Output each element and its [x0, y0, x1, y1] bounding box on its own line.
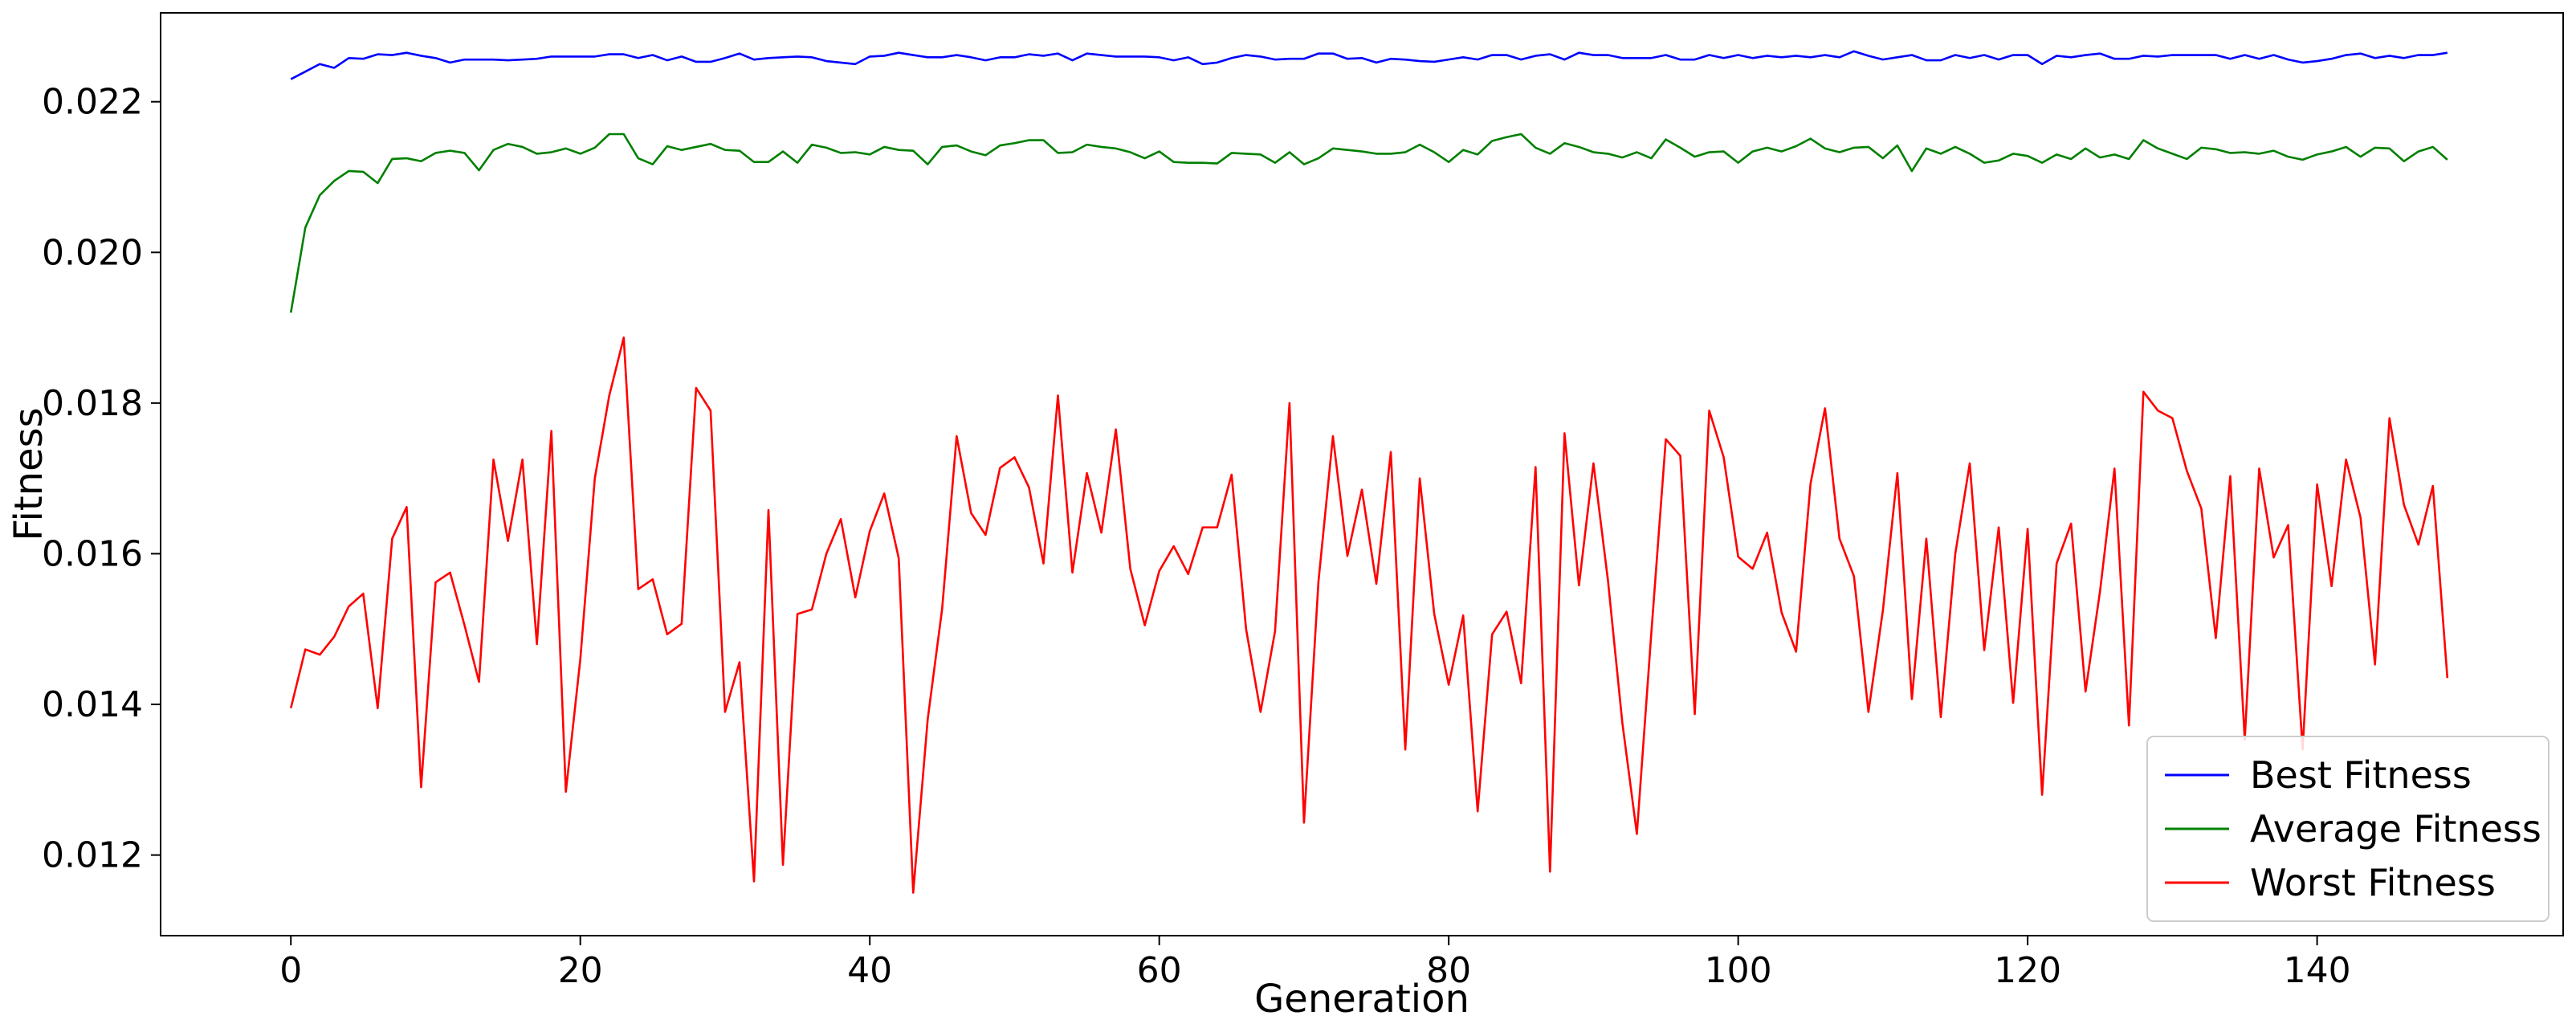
series-line-best-fitness — [290, 50, 2448, 80]
y-tick-label: 0.022 — [42, 82, 143, 123]
legend-label: Best Fitness — [2250, 753, 2472, 797]
legend-label: Average Fitness — [2250, 807, 2541, 851]
plot-frame — [160, 12, 2564, 936]
series-line-worst-fitness — [289, 336, 2449, 894]
legend: Best Fitness Average Fitness Worst Fitness — [2146, 736, 2550, 922]
x-tick-label: 140 — [2284, 950, 2351, 991]
x-tick-label: 0 — [279, 950, 302, 991]
x-tick-label: 80 — [1426, 950, 1471, 991]
y-tick-label: 0.014 — [42, 684, 143, 725]
x-tick-label: 100 — [1705, 950, 1772, 991]
x-tick-label: 120 — [1994, 950, 2061, 991]
series-layer — [289, 50, 2449, 894]
x-tick-label: 60 — [1137, 950, 1182, 991]
axes-layer: 0 20 40 60 80 100 120 140 0.012 0.014 0.016 0.018 0.… — [42, 12, 2564, 991]
x-tick-label: 20 — [558, 950, 603, 991]
y-axis-title: Fitness — [6, 407, 51, 541]
y-tick-label: 0.020 — [42, 232, 143, 273]
x-tick-label: 40 — [847, 950, 892, 991]
x-axis-title: Generation — [1254, 977, 1469, 1022]
legend-label: Worst Fitness — [2250, 861, 2496, 904]
series-line-average-fitness — [289, 133, 2448, 313]
legend-box — [2146, 736, 2550, 922]
y-tick-label: 0.012 — [42, 835, 143, 876]
y-tick-label: 0.018 — [42, 383, 143, 424]
y-tick-label: 0.016 — [42, 533, 143, 574]
